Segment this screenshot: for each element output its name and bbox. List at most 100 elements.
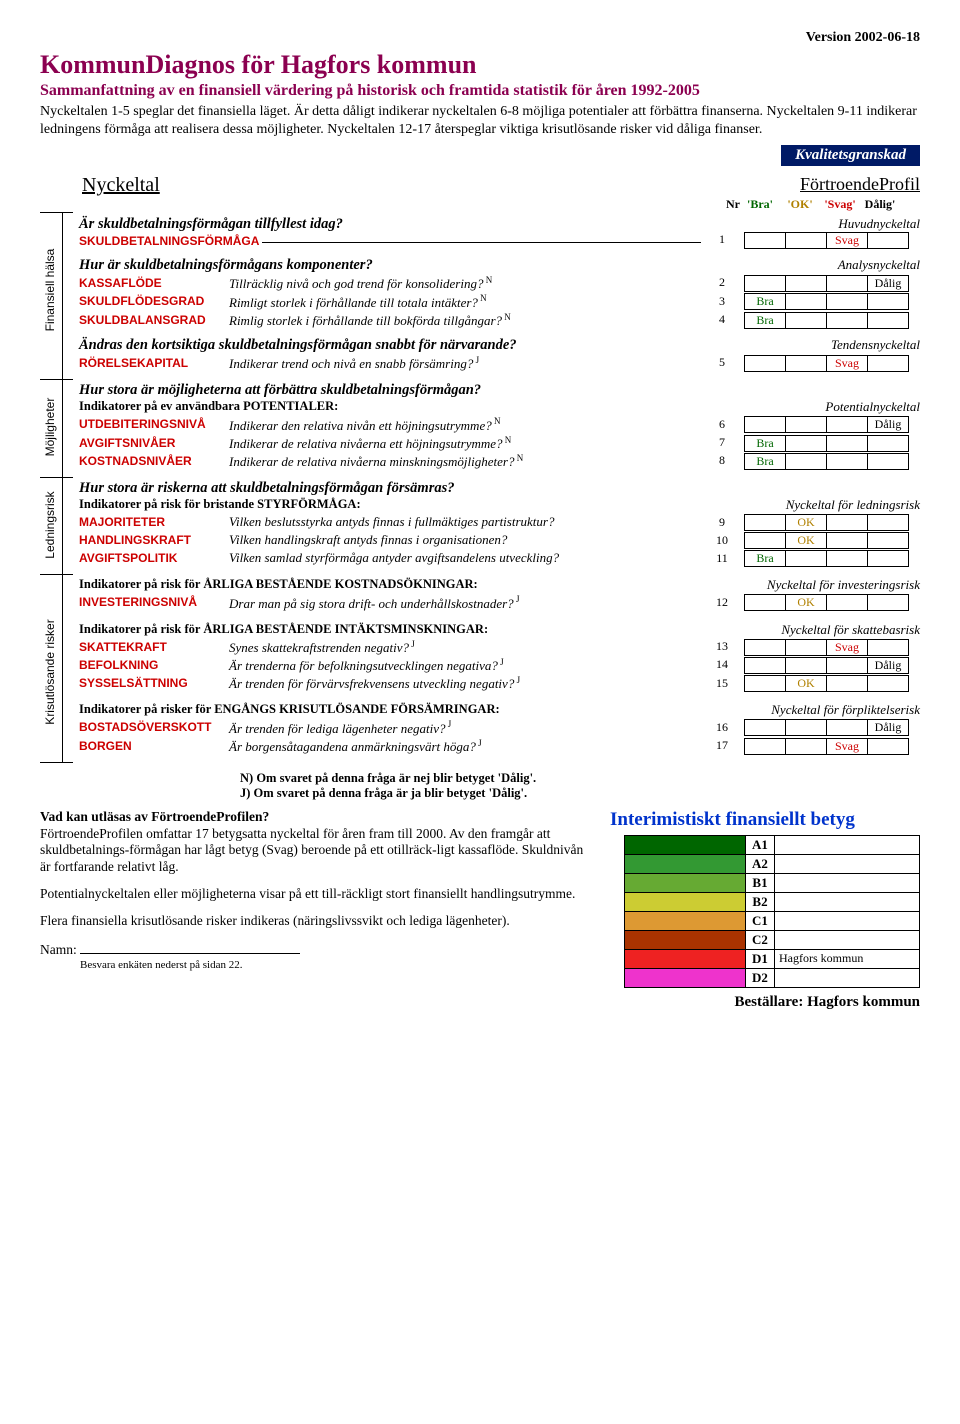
indicator-row: BEFOLKNINGÄr trenderna för befolkningsut… [79,657,920,674]
indicator-term: RÖRELSEKAPITAL [79,356,188,370]
indicator-desc: Är trenden för lediga lägenheter negativ… [229,721,451,736]
vlabel-ledningsrisk: Ledningsrisk [43,465,57,585]
cat-skatte: Nyckeltal för skattebasrisk [704,622,920,638]
note-j: J) Om svaret på denna fråga är ja blir b… [240,786,920,801]
indicator-row: AVGIFTSNIVÅERIndikerar de relativa nivåe… [79,435,920,452]
grade-row: D1Hagfors kommun [625,949,920,968]
rating-row: 12OK [704,594,909,611]
bottom-p1: FörtroendeProfilen omfattar 17 betygsatt… [40,826,590,877]
indicator-desc: Vilken samlad styrförmåga antyder avgift… [229,550,559,565]
indicator-term: INVESTERINGSNIVÅ [79,595,197,609]
rating-row: 3Bra [704,293,909,310]
vlabel-kris: Krisutlösande risker [43,612,57,732]
grade-row: B2 [625,892,920,911]
indicator-desc: Indikerar de relativa nivåerna ett höjni… [229,436,511,451]
indicator-row: SKATTEKRAFT Synes skattekraftstrenden neg… [79,639,920,656]
indicator-term: MAJORITETER [79,515,165,529]
rating-row: 9OK [704,514,909,531]
indicator-desc: Tillräcklig nivå och god trend för konso… [229,276,492,291]
question-5: Hur stora är riskerna att skuldbetalning… [79,480,920,497]
indicator-row: BOSTADSÖVERSKOTT Är trenden för lediga lä… [79,719,920,736]
indicator-desc: Vilken handlingskraft antyds finnas i or… [229,532,507,547]
note-n: N) Om svaret på denna fråga är nej blir … [240,771,920,786]
version-text: Version 2002-06-18 [40,30,920,46]
indicator-term: AVGIFTSPOLITIK [79,551,177,565]
rating-row: 5Svag [704,355,909,372]
cat-analys: Analysnyckeltal [704,257,920,273]
rating-row: 15OK [704,675,909,692]
indicator-term: SKULDFLÖDESGRAD [79,294,204,308]
indicator-row: INVESTERINGSNIVÅ Drar man på sig stora dr… [79,594,920,611]
indicator-term: KOSTNADSNIVÅER [79,454,192,468]
indicator-desc: Är trenden för förvärvsfrekvensens utvec… [229,676,520,691]
page-subtitle: Sammanfattning av en finansiell värderin… [40,82,920,100]
indicator-term: SYSSELSÄTTNING [79,676,188,690]
bottom-p2: Potentialnyckeltalen eller möjligheterna… [40,886,590,903]
vlabel-finansiell: Finansiell hälsa [43,230,57,350]
indicator-row: KOSTNADSNIVÅERIndikerar de relativa nivå… [79,453,920,470]
grade-table: A1A2B1B2C1C2D1Hagfors kommunD2 [624,835,920,988]
sub-intakt: Indikatorer på risk för ÅRLIGA BESTÅENDE… [79,622,704,637]
indicator-desc: Synes skattekraftstrenden negativ? [229,640,415,655]
term-skuldbet: SKULDBETALNINGSFÖRMÅGA [79,234,259,248]
indicator-desc: Rimligt storlek i förhållande till total… [229,295,487,310]
namn-label: Namn: [40,942,77,957]
sub-potentialer: Indikatorer på ev användbara POTENTIALER… [79,399,704,414]
indicator-row: HANDLINGSKRAFT Vilken handlingskraft anty… [79,532,920,549]
indicator-row: SKULDBALANSGRAD Rimlig storlek i förhålla… [79,312,920,329]
intro-text: Nyckeltalen 1-5 speglar det finansiella … [40,103,920,139]
rating-row: 2Dålig [704,275,909,292]
indicator-term: KASSAFLÖDE [79,276,162,290]
indicator-row: BORGEN Är borgensåtagandena anmärkningsvä… [79,738,920,755]
indicator-row: SKULDFLÖDESGRAD Rimligt storlek i förhåll… [79,293,920,310]
rating-row: 7Bra [704,435,909,452]
main-layout: Finansiell hälsa Är skuldbetalningsförmå… [40,212,920,762]
grade-row: B1 [625,873,920,892]
rating-row: 10OK [704,532,909,549]
indicator-term: SKATTEKRAFT [79,640,167,654]
indicator-desc: Är borgensåtagandena anmärkningsvärt hög… [229,739,482,754]
sub-kostnad: Indikatorer på risk för ÅRLIGA BESTÅENDE… [79,577,704,592]
rating-row: 16Dålig [704,719,909,736]
order-text: Beställare: Hagfors kommun [610,994,920,1011]
rating-row: 11Bra [704,550,909,567]
fp-header: FörtroendeProfil [704,174,920,195]
bottom-p3: Flera finansiella krisutlösande risker i… [40,913,590,930]
indicator-row: AVGIFTSPOLITIK Vilken samlad styrförmåga … [79,550,920,567]
indicator-row: UTDEBITERINGSNIVÅ Indikerar den relativa … [79,416,920,433]
page-title: KommunDiagnos för Hagfors kommun [40,50,920,80]
sub-styrformaga: Indikatorer på risk för bristande STYRFÖ… [79,497,704,512]
cat-invest: Nyckeltal för investeringsrisk [704,577,920,593]
rating-row: 14Dålig [704,657,909,674]
indicator-row: KASSAFLÖDE Tillräcklig nivå och god trend… [79,275,920,292]
indicator-desc: Drar man på sig stora drift- och underhå… [229,596,519,611]
rating-row: 6Dålig [704,416,909,433]
indicator-row: RÖRELSEKAPITALIndikerar trend och nivå e… [79,355,920,372]
rating-row: 1Svag [704,232,909,249]
interim-title: Interimistiskt finansiellt betyg [610,809,920,831]
rating-row: 4Bra [704,312,909,329]
indicator-term: UTDEBITERINGSNIVÅ [79,417,206,431]
namn-sub: Besvara enkäten nederst på sidan 22. [80,959,590,973]
nyckeltal-header: Nyckeltal [82,174,160,196]
indicator-desc: Är trenderna för befolkningsutvecklingen… [229,658,504,673]
question-3: Ändras den kortsiktiga skuldbetalningsfö… [79,337,704,354]
indicator-term: SKULDBALANSGRAD [79,313,206,327]
quality-badge: Kvalitetsgranskad [781,145,920,166]
indicator-desc: Vilken beslutsstyrka antyds finnas i ful… [229,514,554,529]
indicator-desc: Indikerar den relativa nivån ett höjning… [229,418,500,433]
grade-row: A1 [625,835,920,854]
indicator-term: BORGEN [79,739,132,753]
question-4: Hur stora är möjligheterna att förbättra… [79,382,920,399]
cat-ledningsrisk: Nyckeltal för ledningsrisk [704,497,920,513]
indicator-term: HANDLINGSKRAFT [79,533,191,547]
indicator-term: BOSTADSÖVERSKOTT [79,720,211,734]
cat-huvud: Huvudnyckeltal [704,216,920,232]
cat-forplikt: Nyckeltal för förpliktelserisk [704,702,920,718]
indicator-desc: Rimlig storlek i förhållande till bokför… [229,313,511,328]
grade-row: C2 [625,930,920,949]
cat-potential: Potentialnyckeltal [704,399,920,415]
question-2: Hur är skuldbetalningsförmågans komponen… [79,257,704,274]
sub-engangs: Indikatorer på risker för ENGÅNGS KRISUT… [79,702,704,717]
rating-row: 17Svag [704,738,909,755]
